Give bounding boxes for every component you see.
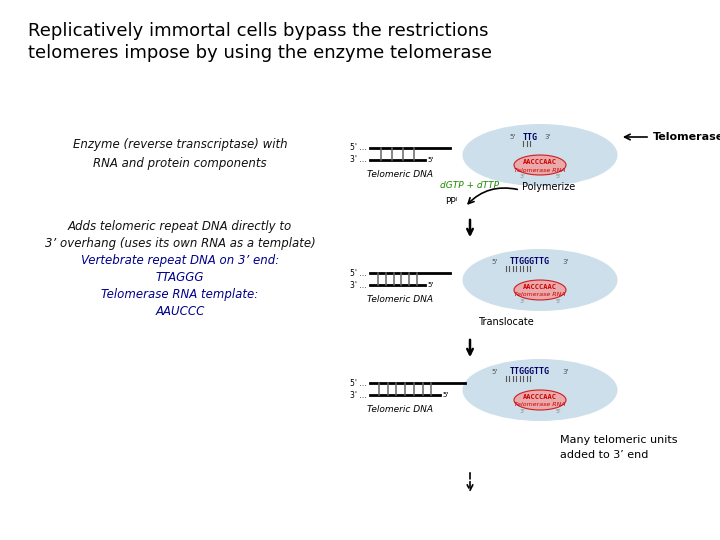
Ellipse shape — [462, 124, 618, 186]
Text: Many telomeric units: Many telomeric units — [560, 435, 678, 445]
Text: 5' ...: 5' ... — [351, 268, 367, 278]
Text: Telomeric DNA: Telomeric DNA — [367, 405, 433, 414]
Text: 3': 3' — [562, 369, 568, 375]
Text: dGTP + dTTP: dGTP + dTTP — [440, 180, 499, 190]
Text: 5': 5' — [492, 369, 498, 375]
Text: 5': 5' — [492, 259, 498, 265]
Text: Replicatively immortal cells bypass the restrictions: Replicatively immortal cells bypass the … — [28, 22, 488, 40]
Text: 3' ...: 3' ... — [351, 390, 367, 400]
Text: 3': 3' — [519, 299, 525, 304]
Text: AACCCAAC: AACCCAAC — [523, 284, 557, 290]
Text: TTGGGTTG: TTGGGTTG — [510, 368, 550, 376]
Text: Telomerase RNA: Telomerase RNA — [514, 167, 566, 172]
Text: 3': 3' — [519, 409, 525, 414]
Text: 3’ overhang (uses its own RNA as a template): 3’ overhang (uses its own RNA as a templ… — [45, 237, 315, 250]
Text: 3' ...: 3' ... — [351, 280, 367, 289]
Text: Telomeric DNA: Telomeric DNA — [367, 170, 433, 179]
Text: 5' ...: 5' ... — [351, 144, 367, 152]
Text: TTG: TTG — [523, 132, 538, 141]
Ellipse shape — [514, 155, 566, 175]
Text: Translocate: Translocate — [478, 317, 534, 327]
Text: Polymerize: Polymerize — [522, 182, 575, 192]
Text: 5': 5' — [509, 134, 516, 140]
Text: TTAGGG: TTAGGG — [156, 271, 204, 284]
Text: AACCCAAC: AACCCAAC — [523, 394, 557, 400]
Ellipse shape — [514, 390, 566, 410]
Text: 5': 5' — [427, 157, 433, 163]
Text: 5' ...: 5' ... — [351, 379, 367, 388]
Text: Vertebrate repeat DNA on 3’ end:: Vertebrate repeat DNA on 3’ end: — [81, 254, 279, 267]
Text: Telomerase RNA template:: Telomerase RNA template: — [102, 288, 258, 301]
Text: 3': 3' — [544, 134, 551, 140]
Text: Enzyme (reverse transcriptase) with
RNA and protein components: Enzyme (reverse transcriptase) with RNA … — [73, 138, 287, 170]
Text: Telomeric DNA: Telomeric DNA — [367, 295, 433, 304]
Text: 5': 5' — [555, 409, 561, 414]
Text: 5': 5' — [427, 282, 433, 288]
Text: 5': 5' — [442, 392, 449, 398]
Text: Telomerase RNA: Telomerase RNA — [514, 293, 566, 298]
Ellipse shape — [462, 249, 618, 311]
Text: AAUCCC: AAUCCC — [156, 305, 204, 318]
Ellipse shape — [462, 359, 618, 421]
Text: 5': 5' — [555, 174, 561, 179]
Text: 3': 3' — [562, 259, 568, 265]
Text: 5': 5' — [555, 299, 561, 304]
Text: Telomerase RNA: Telomerase RNA — [514, 402, 566, 408]
Text: telomeres impose by using the enzyme telomerase: telomeres impose by using the enzyme tel… — [28, 44, 492, 62]
Text: 3': 3' — [519, 174, 525, 179]
Text: TTGGGTTG: TTGGGTTG — [510, 258, 550, 267]
Text: 3' ...: 3' ... — [351, 156, 367, 165]
Text: AACCCAAC: AACCCAAC — [523, 159, 557, 165]
Ellipse shape — [514, 280, 566, 300]
Text: added to 3’ end: added to 3’ end — [560, 450, 649, 460]
Text: PPᴵ: PPᴵ — [445, 198, 457, 206]
Text: Telomerase: Telomerase — [653, 132, 720, 142]
Text: Adds telomeric repeat DNA directly to: Adds telomeric repeat DNA directly to — [68, 220, 292, 233]
